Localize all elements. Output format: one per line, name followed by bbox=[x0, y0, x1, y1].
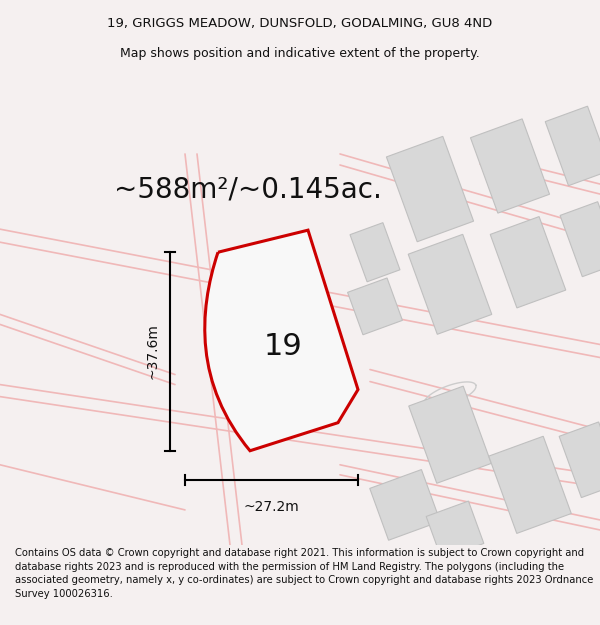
Polygon shape bbox=[559, 422, 600, 498]
Text: ~588m²/~0.145ac.: ~588m²/~0.145ac. bbox=[114, 175, 382, 203]
Polygon shape bbox=[489, 436, 571, 533]
Polygon shape bbox=[370, 469, 440, 540]
PathPatch shape bbox=[205, 230, 358, 451]
Polygon shape bbox=[470, 119, 550, 213]
Polygon shape bbox=[490, 217, 566, 308]
Polygon shape bbox=[386, 136, 473, 242]
Text: ~37.6m: ~37.6m bbox=[146, 324, 160, 379]
Polygon shape bbox=[560, 202, 600, 277]
Polygon shape bbox=[408, 234, 492, 334]
Polygon shape bbox=[409, 386, 491, 483]
Polygon shape bbox=[347, 278, 403, 335]
Text: ~27.2m: ~27.2m bbox=[244, 500, 299, 514]
Text: 19: 19 bbox=[263, 332, 302, 361]
Text: Contains OS data © Crown copyright and database right 2021. This information is : Contains OS data © Crown copyright and d… bbox=[15, 548, 593, 599]
Polygon shape bbox=[545, 106, 600, 186]
Text: 19, GRIGGS MEADOW, DUNSFOLD, GODALMING, GU8 4ND: 19, GRIGGS MEADOW, DUNSFOLD, GODALMING, … bbox=[107, 17, 493, 30]
Text: Map shows position and indicative extent of the property.: Map shows position and indicative extent… bbox=[120, 47, 480, 59]
Polygon shape bbox=[350, 222, 400, 282]
Polygon shape bbox=[426, 501, 484, 559]
